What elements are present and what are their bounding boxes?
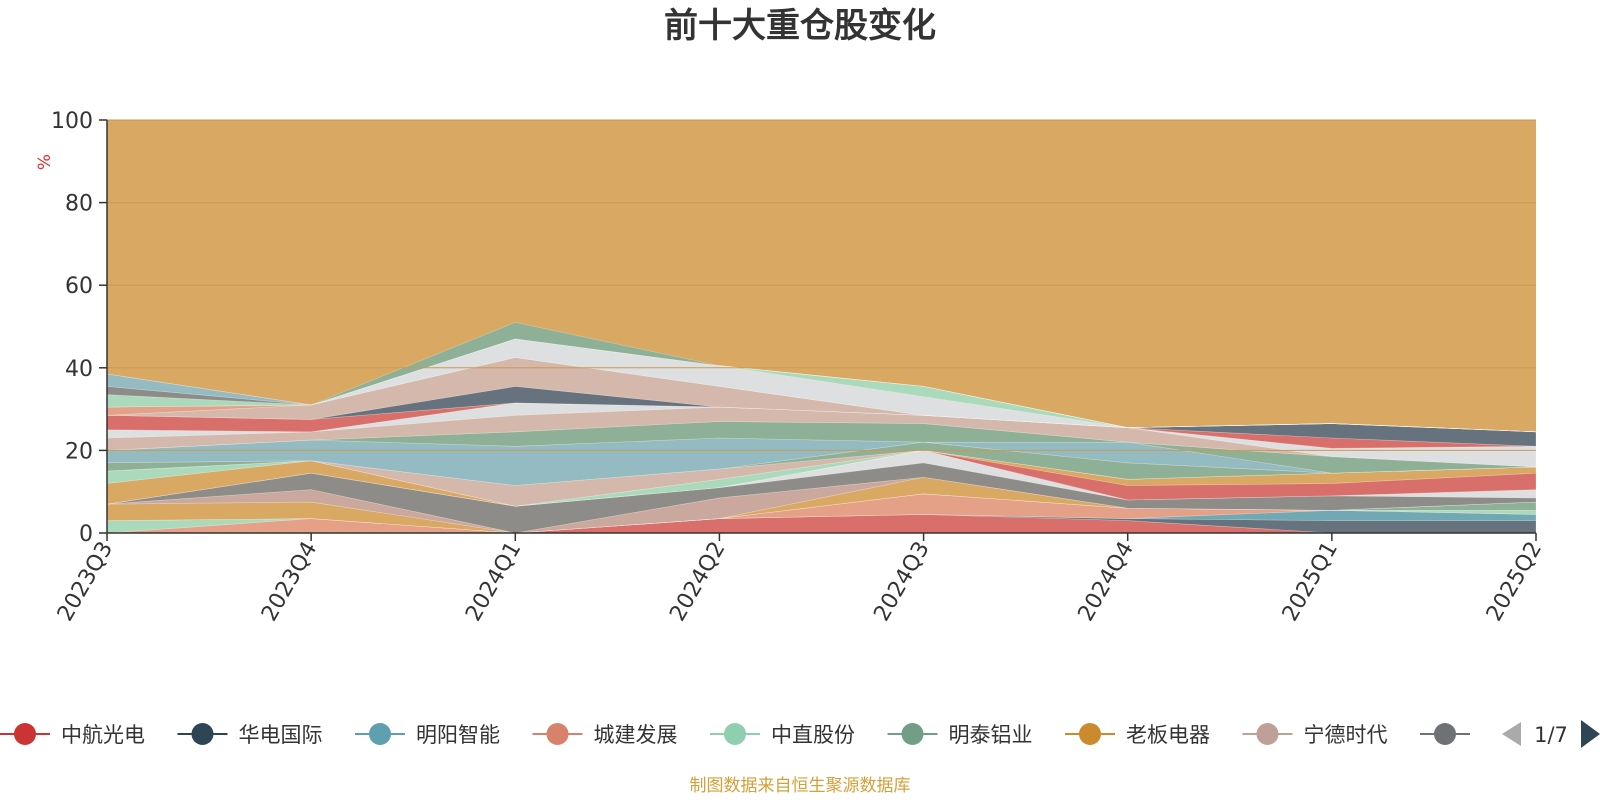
legend-prev-page-icon[interactable] (1502, 722, 1521, 746)
y-tick-label-0: 0 (79, 522, 93, 547)
plot-area (106, 120, 1537, 534)
area-series-28 (106, 322, 1537, 433)
y-tick-label-60: 60 (65, 274, 93, 299)
legend-item-4[interactable]: 城建发展 (532, 723, 678, 747)
legend-item-2[interactable]: 华电国际 (177, 723, 323, 747)
area-series-2 (107, 514, 1537, 534)
legend-marker (1256, 723, 1279, 745)
legend-page-indicator: 1/7 (1534, 723, 1568, 747)
legend-item-8[interactable]: 宁德时代 (1242, 723, 1388, 747)
x-tick-label-2023Q3: 2023Q3 (53, 538, 118, 626)
grid-lines (107, 119, 1536, 451)
legend: 中航光电 华电国际 明阳智能 城建发展 中直股份 明泰铝业 老板电器 宁德时代 1/7 (0, 720, 1600, 748)
legend-item-1[interactable]: 中航光电 (0, 723, 145, 747)
legend-label: 城建发展 (594, 723, 678, 747)
x-tick-label-2024Q3: 2024Q3 (869, 538, 934, 626)
area-series-6 (106, 493, 1537, 534)
y-tick-label-100: 100 (51, 109, 93, 134)
legend-marker (191, 723, 214, 745)
legend-label: 老板电器 (1126, 723, 1210, 747)
legend-item-3[interactable]: 明阳智能 (355, 723, 500, 747)
y-tick-label-20: 20 (65, 439, 93, 464)
legend-marker (1079, 723, 1101, 745)
chart-title: 前十大重仓股变化 (664, 6, 936, 46)
area-series-9 (106, 462, 1537, 534)
legend-item-9[interactable] (1420, 723, 1470, 745)
area-series-3 (107, 509, 1537, 534)
legend-label: 中航光电 (61, 723, 145, 747)
y-axis-label: % (35, 154, 55, 170)
x-tick-label-2024Q1: 2024Q1 (461, 538, 526, 626)
area-series-7 (106, 476, 1537, 534)
legend-marker (1434, 723, 1456, 745)
legend-label: 宁德时代 (1304, 723, 1388, 747)
x-tick-label-2023Q4: 2023Q4 (257, 538, 322, 626)
footer-source-text: 制图数据来自恒生聚源数据库 (690, 776, 911, 796)
legend-marker (901, 723, 924, 745)
legend-label: 明阳智能 (416, 723, 500, 747)
x-tick-label-2025Q1: 2025Q1 (1278, 538, 1343, 626)
legend-item-5[interactable]: 中直股份 (710, 723, 855, 747)
y-tick-label-80: 80 (65, 192, 93, 217)
legend-marker (369, 723, 391, 745)
legend-label: 中直股份 (771, 723, 855, 747)
x-tick-label-2024Q2: 2024Q2 (665, 538, 730, 626)
legend-items: 中航光电 华电国际 明阳智能 城建发展 中直股份 明泰铝业 老板电器 宁德时代 (0, 723, 1470, 747)
legend-next-page-icon[interactable] (1581, 720, 1600, 748)
area-series-10 (106, 450, 1537, 507)
area-series-16 (106, 437, 1537, 486)
legend-marker (14, 723, 36, 745)
legend-item-7[interactable]: 老板电器 (1065, 723, 1210, 747)
area-series-12 (106, 450, 1537, 507)
x-tick-label-2025Q2: 2025Q2 (1482, 538, 1547, 626)
legend-marker (724, 723, 746, 745)
area-series-11 (106, 450, 1537, 507)
legend-label: 明泰铝业 (949, 723, 1033, 747)
legend-marker (546, 723, 569, 745)
legend-item-6[interactable]: 明泰铝业 (887, 723, 1033, 747)
x-tick-label-2024Q4: 2024Q4 (1074, 538, 1139, 626)
y-tick-label-40: 40 (65, 357, 93, 382)
legend-label: 华电国际 (239, 723, 323, 747)
